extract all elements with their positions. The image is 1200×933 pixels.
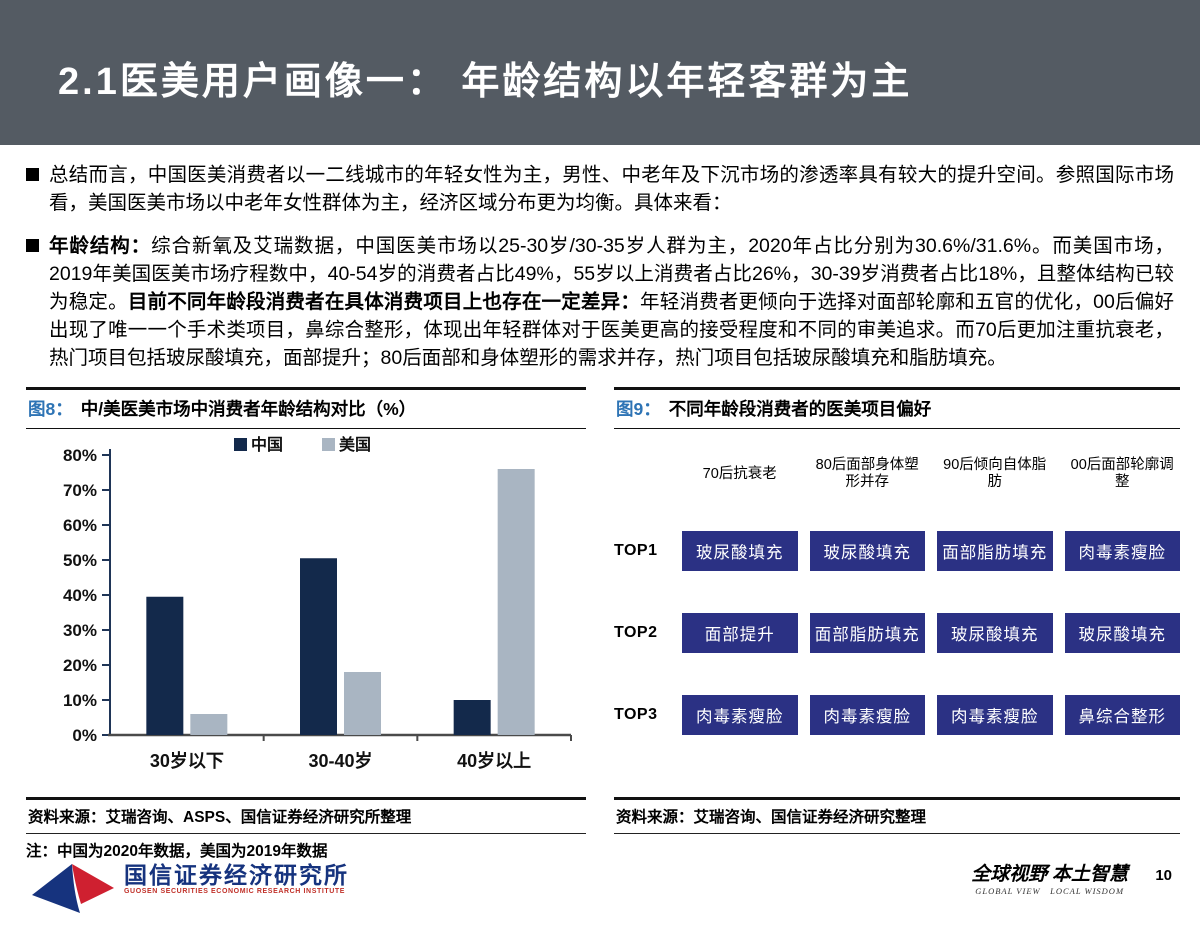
y-tick-label: 0% xyxy=(72,726,97,745)
figure-9-title-text: 不同年龄段消费者的医美项目偏好 xyxy=(668,399,932,419)
bar-中国-30岁以下 xyxy=(146,596,184,735)
row-label-top3: TOP3 xyxy=(614,706,658,723)
pref-cell: 面部脂肪填充 xyxy=(809,613,925,653)
figure-8: 图8： 中/美医美市场中消费者年龄结构对比（%） 0% 10% 20% 30% 40% 50… xyxy=(26,387,586,861)
figure-8-label: 图8： xyxy=(28,399,73,419)
bullet-2-tail: 年轻消费者更倾向于选择对面部轮廓和五官的优化，00后偏好出现了唯一一个手术类项目… xyxy=(49,291,1174,369)
pref-cell: 肉毒素瘦脸 xyxy=(809,695,925,735)
page-title: 2.1医美用户画像一： 年龄结构以年轻客群为主 xyxy=(58,61,913,103)
y-tick-label: 10% xyxy=(63,691,97,710)
preference-row-top1: TOP1 玻尿酸填充 玻尿酸填充 面部脂肪填充 肉毒素瘦脸 xyxy=(614,531,1180,571)
figure-9-table-area: 70后抗衰老 80后面部身体塑形并存 90后倾向自体脂肪 00后面部轮廓调整 T… xyxy=(614,429,1180,797)
figure-9: 图9： 不同年龄段消费者的医美项目偏好 70后抗衰老 80后面部身体塑形并存 90… xyxy=(614,387,1180,861)
age-structure-bar-chart: 0% 10% 20% 30% 40% 50% 60% 70% 80% 30岁以下 30-40岁 40岁… xyxy=(63,435,572,771)
pref-cell: 肉毒素瘦脸 xyxy=(937,695,1053,735)
legend-label-美国: 美国 xyxy=(339,435,371,454)
report-slide: 2.1医美用户画像一： 年龄结构以年轻客群为主 总结而言，中国医美消费者以一二线… xyxy=(0,0,1200,913)
y-tick-label: 40% xyxy=(63,586,97,605)
x-category-label: 30-40岁 xyxy=(308,750,372,771)
bullet-2-body: 综合新氧及艾瑞数据，中国医美市场以25-30岁/30-35岁人群为主，2020年… xyxy=(49,235,1174,313)
legend-swatch-美国 xyxy=(322,438,335,451)
pref-cell: 面部脂肪填充 xyxy=(937,531,1053,571)
figure-9-label: 图9： xyxy=(616,399,661,419)
preference-row-top3: TOP3 肉毒素瘦脸 肉毒素瘦脸 肉毒素瘦脸 鼻综合整形 xyxy=(614,695,1180,735)
y-tick-label: 80% xyxy=(63,446,97,465)
guosen-logo-text: 国信证券经济研究所 GUOSEN SECURITIES ECONOMIC RES… xyxy=(124,862,349,896)
preference-row-top2: TOP2 面部提升 面部脂肪填充 玻尿酸填充 玻尿酸填充 xyxy=(614,613,1180,653)
bullet-1-body: 总结而言，中国医美消费者以一二线城市的年轻女性为主，男性、中老年及下沉市场的渗透… xyxy=(49,164,1174,214)
bullet-2-text: 年龄结构：综合新氧及艾瑞数据，中国医美市场以25-30岁/30-35岁人群为主，… xyxy=(49,232,1174,372)
row-label-top1: TOP1 xyxy=(614,542,658,559)
figure-8-chart-area: 0% 10% 20% 30% 40% 50% 60% 70% 80% 30岁以下 30-40岁 40岁… xyxy=(26,429,586,797)
y-tick-label: 30% xyxy=(63,621,97,640)
y-tick-label: 20% xyxy=(63,656,97,675)
pref-cell: 面部提升 xyxy=(682,613,798,653)
pref-cell: 玻尿酸填充 xyxy=(937,613,1053,653)
slogan-cn: 全球视野 本土智慧 xyxy=(971,864,1128,885)
guosen-diamond-icon xyxy=(32,864,114,913)
x-category-label: 40岁以上 xyxy=(457,750,531,771)
bullet-square-icon xyxy=(26,168,39,181)
bullet-2-emphasis: 目前不同年龄段消费者在具体消费项目上也存在一定差异： xyxy=(127,291,641,313)
guosen-logo: 国信证券经济研究所 GUOSEN SECURITIES ECONOMIC RES… xyxy=(28,863,349,915)
column-header-90s: 90后倾向自体脂肪 xyxy=(943,457,1047,490)
page-number: 10 xyxy=(1155,867,1172,884)
column-header-70s: 70后抗衰老 xyxy=(702,465,777,482)
bullet-1-text: 总结而言，中国医美消费者以一二线城市的年轻女性为主，男性、中老年及下沉市场的渗透… xyxy=(49,161,1174,217)
y-tick-label: 70% xyxy=(63,481,97,500)
slogan: 全球视野 本土智慧 GLOBAL VIEW LOCAL WISDOM xyxy=(971,865,1128,897)
pref-cell: 玻尿酸填充 xyxy=(682,531,798,571)
pref-cell: 玻尿酸填充 xyxy=(1064,613,1180,653)
pref-cell: 玻尿酸填充 xyxy=(809,531,925,571)
bar-美国-30-40岁 xyxy=(344,672,381,735)
figures-row: 图8： 中/美医美市场中消费者年龄结构对比（%） 0% 10% 20% 30% 40% 50… xyxy=(26,387,1180,861)
figure-8-title: 图8： 中/美医美市场中消费者年龄结构对比（%） xyxy=(26,387,586,429)
column-header-80s: 80后面部身体塑形并存 xyxy=(815,457,919,490)
figure-8-title-text: 中/美医美市场中消费者年龄结构对比（%） xyxy=(80,399,417,419)
legend-label-中国: 中国 xyxy=(251,435,283,454)
slide-footer: 国信证券经济研究所 GUOSEN SECURITIES ECONOMIC RES… xyxy=(26,861,1180,933)
figure-9-source: 资料来源：艾瑞咨询、国信证券经济研究整理 xyxy=(614,797,1180,834)
legend-swatch-中国 xyxy=(234,438,247,451)
y-tick-label: 60% xyxy=(63,516,97,535)
bullet-2-lead: 年龄结构： xyxy=(49,235,152,257)
bar-中国-40岁以上 xyxy=(453,700,491,735)
pref-cell: 鼻综合整形 xyxy=(1064,695,1180,735)
slogan-en: GLOBAL VIEW LOCAL WISDOM xyxy=(975,886,1125,896)
bar-中国-30-40岁 xyxy=(300,558,337,735)
slide-header: 2.1医美用户画像一： 年龄结构以年轻客群为主 xyxy=(0,0,1200,145)
pref-cell: 肉毒素瘦脸 xyxy=(1064,531,1180,571)
summary-section: 总结而言，中国医美消费者以一二线城市的年轻女性为主，男性、中老年及下沉市场的渗透… xyxy=(26,161,1174,372)
bar-美国-40岁以上 xyxy=(497,469,535,735)
bullet-paragraph-2: 年龄结构：综合新氧及艾瑞数据，中国医美市场以25-30岁/30-35岁人群为主，… xyxy=(26,232,1174,372)
pref-cell: 肉毒素瘦脸 xyxy=(682,695,798,735)
bar-美国-30岁以下 xyxy=(190,714,228,735)
x-category-label: 30岁以下 xyxy=(150,750,224,771)
preference-header-row: 70后抗衰老 80后面部身体塑形并存 90后倾向自体脂肪 00后面部轮廓调整 xyxy=(614,457,1180,491)
figure-9-title: 图9： 不同年龄段消费者的医美项目偏好 xyxy=(614,387,1180,429)
row-label-top2: TOP2 xyxy=(614,624,658,641)
column-header-00s: 00后面部轮廓调整 xyxy=(1070,457,1174,490)
figure-8-note: 注：中国为2020年数据，美国为2019年数据 xyxy=(26,843,328,860)
bullet-paragraph-1: 总结而言，中国医美消费者以一二线城市的年轻女性为主，男性、中老年及下沉市场的渗透… xyxy=(26,161,1174,217)
bullet-square-icon xyxy=(26,239,39,252)
guosen-logo-cn: 国信证券经济研究所 xyxy=(124,862,349,888)
y-tick-label: 50% xyxy=(63,551,97,570)
figure-8-source: 资料来源：艾瑞咨询、ASPS、国信证券经济研究所整理 xyxy=(26,797,586,834)
guosen-logo-en: GUOSEN SECURITIES ECONOMIC RESEARCH INST… xyxy=(124,888,346,895)
